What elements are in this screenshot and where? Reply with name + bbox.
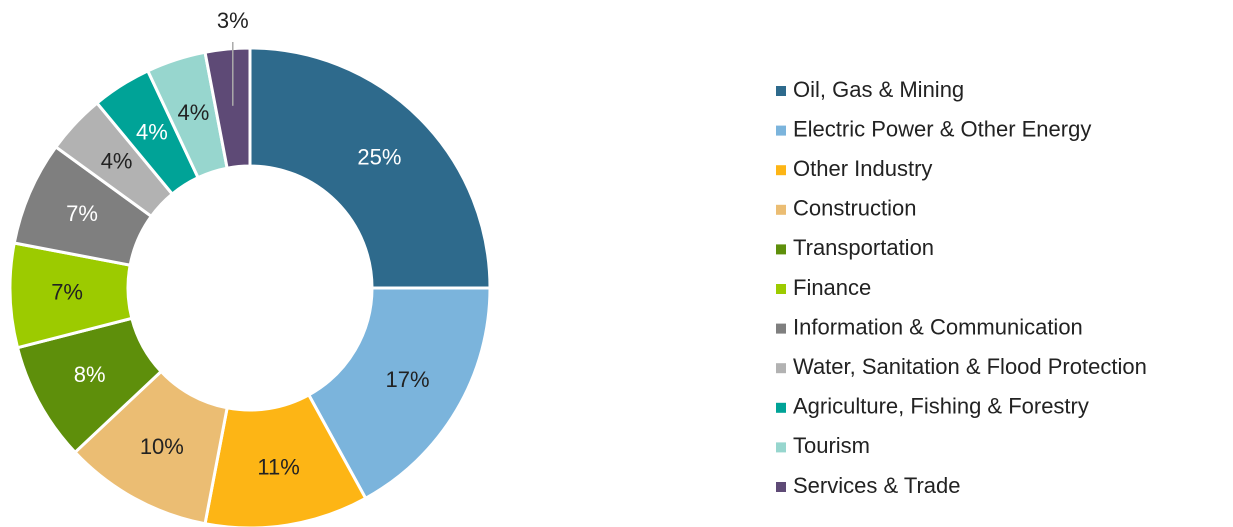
data-label: 8% — [74, 362, 106, 387]
data-label: 11% — [257, 455, 299, 480]
legend-label: Other Industry — [793, 156, 932, 181]
legend-label: Finance — [793, 275, 871, 300]
legend-swatch — [776, 244, 786, 255]
data-label: 4% — [136, 119, 168, 144]
legend-swatch — [776, 284, 786, 294]
legend-label: Water, Sanitation & Flood Protection — [793, 354, 1147, 379]
data-label: 4% — [178, 100, 210, 125]
legend-swatch — [776, 402, 786, 413]
slice — [248, 46, 492, 290]
legend-swatch — [776, 125, 786, 136]
legend-swatch — [776, 204, 786, 215]
data-label: 17% — [385, 367, 429, 392]
data-label: 3% — [217, 8, 249, 33]
legend-label: Transportation — [793, 235, 934, 260]
legend-label: Tourism — [793, 433, 870, 458]
legend-swatch — [776, 165, 786, 176]
legend-swatch — [776, 442, 786, 453]
data-label: 7% — [51, 280, 83, 305]
data-label: 4% — [101, 149, 133, 174]
legend-label: Agriculture, Fishing & Forestry — [793, 394, 1089, 419]
legend-label: Construction — [793, 196, 917, 221]
legend-label: Information & Communication — [793, 314, 1083, 339]
legend-swatch — [776, 323, 786, 334]
legend-label: Oil, Gas & Mining — [793, 77, 964, 102]
data-label: 7% — [66, 201, 98, 226]
legend-label: Services & Trade — [793, 473, 961, 498]
legend-swatch — [776, 482, 786, 492]
legend-swatch — [776, 363, 786, 374]
legend-swatch — [776, 86, 786, 96]
data-label: 10% — [140, 434, 184, 459]
legend-label: Electric Power & Other Energy — [793, 116, 1091, 141]
slice — [203, 46, 252, 170]
slice — [306, 286, 492, 501]
data-label: 25% — [357, 144, 401, 169]
